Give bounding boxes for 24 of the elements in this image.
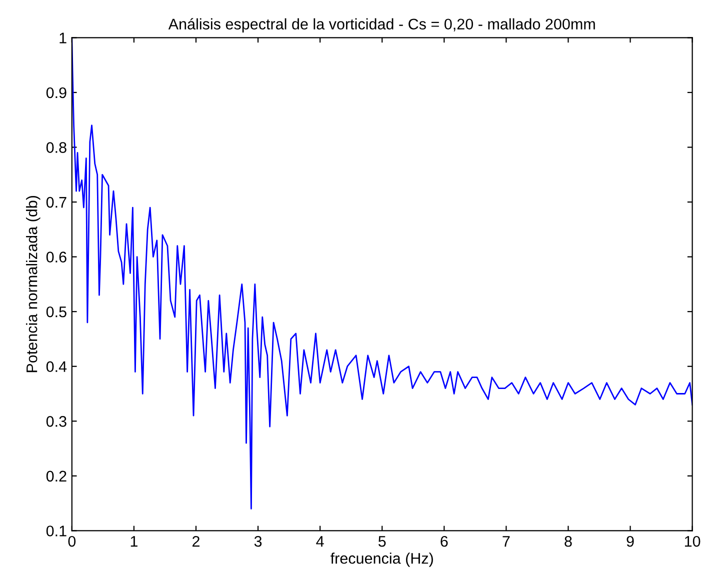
y-tick-label: 0.1 — [46, 526, 66, 536]
y-axis-title: Potencia normalizada (db) — [26, 196, 40, 372]
y-tick-label: 0.4 — [46, 361, 67, 372]
y-tick-label: 0.8 — [46, 142, 66, 153]
x-tick-label: 6 — [440, 536, 448, 547]
y-tick-label: 0.5 — [46, 306, 66, 318]
y-tick-label: 0.6 — [46, 252, 66, 262]
x-axis-title: frecuencia (Hz) — [330, 552, 433, 567]
x-tick-label: 4 — [316, 536, 324, 547]
x-tick-label: 1 — [130, 536, 138, 547]
y-tick-label: 1 — [60, 32, 66, 44]
x-tick-label: 3 — [254, 536, 262, 547]
x-tick-label: 9 — [626, 536, 634, 547]
x-tick-label: 7 — [502, 536, 510, 547]
y-tick-label: 0.7 — [46, 196, 66, 208]
y-tick-label: 0.9 — [46, 87, 66, 98]
x-tick-label: 10 — [684, 536, 700, 547]
x-tick-label: 0 — [68, 536, 76, 547]
x-tick-label: 8 — [564, 536, 572, 547]
y-tick-label: 0.3 — [46, 416, 66, 427]
x-tick-label: 2 — [192, 536, 200, 547]
x-tick-label: 5 — [378, 536, 386, 547]
chart-title: Análisis espectral de la vorticidad - Cs = 0,20 - mallado 200mm — [168, 18, 595, 33]
y-tick-label: 0.2 — [46, 470, 66, 482]
